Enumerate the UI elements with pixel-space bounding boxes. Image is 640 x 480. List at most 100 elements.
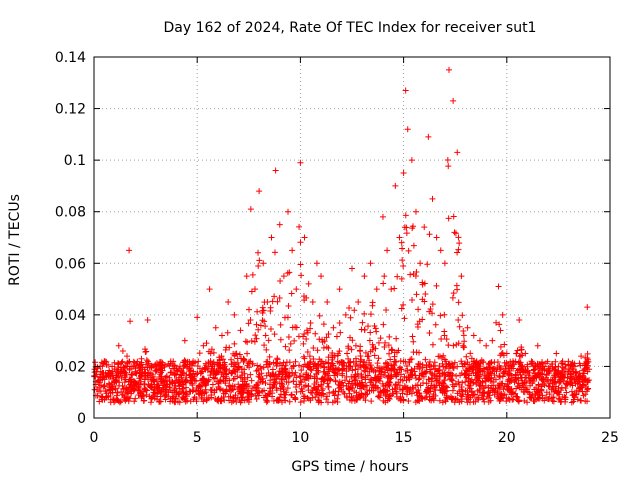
background-point (474, 387, 481, 394)
background-point (410, 271, 417, 278)
data-point (285, 208, 292, 215)
background-point (327, 376, 334, 383)
background-point (187, 374, 194, 381)
background-point (303, 327, 310, 334)
background-point (516, 353, 523, 360)
background-point (536, 391, 543, 398)
background-point (415, 306, 422, 313)
background-point (252, 332, 259, 339)
background-point (394, 384, 401, 391)
background-point (567, 375, 574, 382)
background-point (239, 374, 246, 381)
background-point (292, 383, 299, 390)
background-point (198, 368, 205, 375)
data-point (181, 337, 188, 344)
background-point (405, 247, 412, 254)
background-point (307, 325, 314, 332)
background-point (329, 366, 336, 373)
background-point (497, 343, 504, 350)
background-point (301, 355, 308, 362)
background-point (212, 395, 219, 402)
background-point (255, 262, 262, 269)
background-point (323, 334, 330, 341)
background-point (459, 312, 466, 319)
background-point (255, 380, 262, 387)
data-point (384, 247, 391, 254)
background-point (343, 373, 350, 380)
background-point (362, 364, 369, 371)
background-point (253, 321, 260, 328)
background-point (436, 370, 443, 377)
background-point (216, 385, 223, 392)
y-tick-label: 0.02 (55, 359, 86, 375)
background-point (205, 363, 212, 370)
background-point (497, 327, 504, 334)
data-point (495, 283, 502, 290)
background-point (176, 399, 183, 406)
background-point (177, 363, 183, 370)
background-point (546, 383, 553, 390)
background-point (499, 392, 506, 399)
data-point (309, 298, 316, 305)
data-point (429, 195, 436, 202)
background-point (344, 350, 351, 357)
background-point (504, 370, 511, 377)
background-point (229, 369, 236, 376)
background-point (415, 363, 422, 370)
background-point (381, 273, 388, 280)
data-point (441, 260, 448, 267)
background-point (296, 223, 303, 230)
background-point (524, 388, 531, 395)
background-point (283, 373, 290, 380)
background-point (351, 377, 358, 384)
background-point (572, 376, 579, 383)
data-point (503, 350, 510, 357)
background-point (435, 367, 442, 374)
data-point (547, 363, 554, 370)
background-point (276, 295, 283, 302)
background-point (523, 374, 530, 381)
background-point (307, 320, 314, 327)
background-point (348, 346, 355, 353)
background-point (532, 384, 539, 391)
background-point (147, 362, 154, 369)
background-point (455, 234, 462, 241)
background-point (286, 398, 293, 405)
background-point (264, 397, 271, 404)
y-tick-label: 0.12 (55, 102, 86, 118)
background-point (307, 373, 314, 380)
background-point (246, 306, 253, 313)
background-point (115, 360, 122, 367)
background-point (416, 372, 423, 379)
data-point (458, 273, 465, 280)
background-point (556, 391, 563, 398)
data-point (247, 206, 254, 213)
background-point (556, 377, 563, 384)
background-point (574, 372, 580, 379)
background-point (313, 371, 320, 378)
background-point (282, 397, 289, 404)
background-point (303, 335, 310, 342)
background-point (94, 386, 101, 393)
background-point (147, 383, 154, 390)
background-point (399, 245, 406, 252)
background-point (453, 372, 460, 379)
background-point (433, 282, 440, 289)
background-point (535, 386, 542, 393)
background-point (517, 371, 524, 378)
background-point (486, 370, 493, 377)
data-point (330, 324, 337, 331)
background-point (193, 371, 200, 378)
background-point (387, 373, 394, 380)
data-point (324, 298, 331, 305)
background-point (165, 389, 172, 396)
background-point (304, 394, 311, 401)
background-point (106, 387, 113, 394)
background-point (240, 387, 247, 394)
background-point (481, 368, 488, 375)
background-point (399, 386, 406, 393)
background-point (528, 394, 535, 401)
background-point (389, 347, 396, 354)
background-point (281, 366, 288, 373)
background-point (141, 375, 148, 382)
